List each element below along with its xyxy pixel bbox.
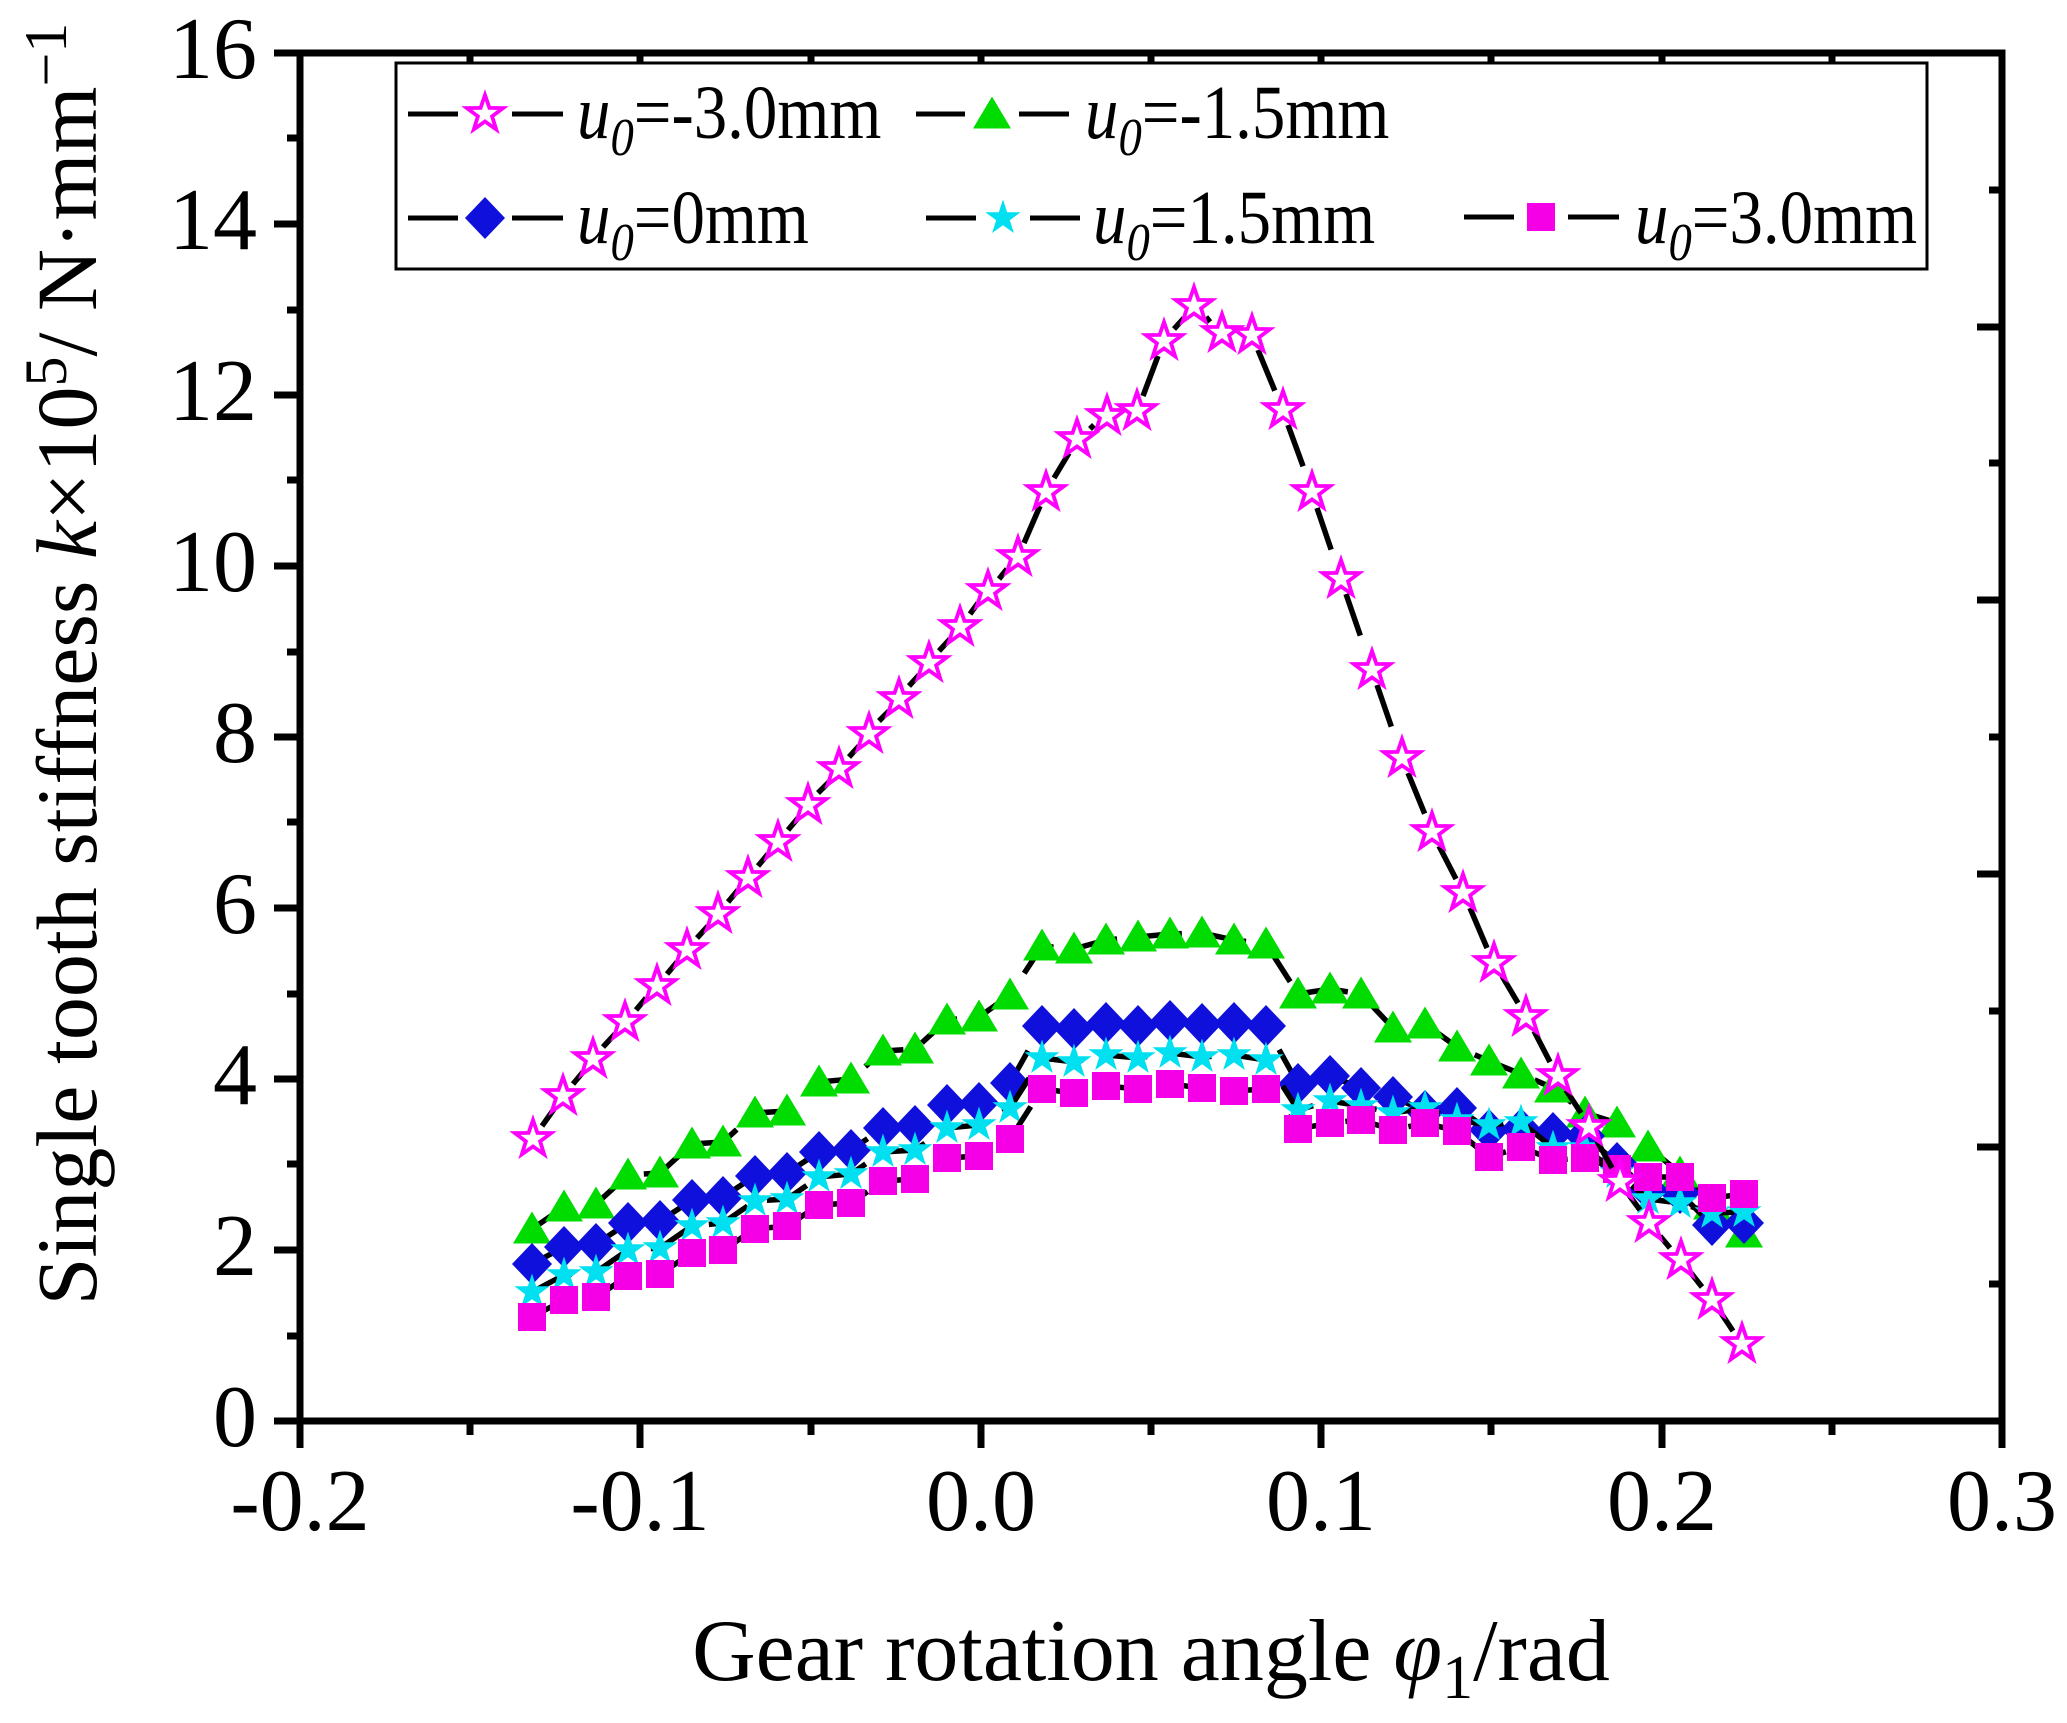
svg-text:-0.1: -0.1 xyxy=(570,1453,709,1550)
svg-text:0.1: 0.1 xyxy=(1266,1453,1376,1550)
svg-text:4: 4 xyxy=(213,1027,257,1124)
svg-text:u0=-1.5mm: u0=-1.5mm xyxy=(1085,71,1389,167)
svg-text:u0=3.0mm: u0=3.0mm xyxy=(1635,176,1917,272)
svg-text:Single tooth stiffness k×105/: Single tooth stiffness k×105/ N·mm−1 xyxy=(13,23,115,1306)
svg-text:Gear rotation angle φ1/rad: Gear rotation angle φ1/rad xyxy=(692,1603,1610,1712)
svg-text:u0=0mm: u0=0mm xyxy=(577,176,809,272)
svg-text:0.2: 0.2 xyxy=(1607,1453,1717,1550)
svg-text:-0.2: -0.2 xyxy=(230,1453,369,1550)
svg-text:0.3: 0.3 xyxy=(1947,1453,2057,1550)
svg-text:0.0: 0.0 xyxy=(926,1453,1036,1550)
svg-text:14: 14 xyxy=(169,172,257,269)
svg-text:8: 8 xyxy=(213,685,257,782)
svg-text:16: 16 xyxy=(169,1,257,98)
svg-text:2: 2 xyxy=(213,1198,257,1295)
svg-text:6: 6 xyxy=(213,856,257,953)
svg-text:u0=-3.0mm: u0=-3.0mm xyxy=(577,71,881,167)
svg-text:u0=1.5mm: u0=1.5mm xyxy=(1093,176,1375,272)
svg-text:0: 0 xyxy=(213,1369,257,1466)
svg-text:10: 10 xyxy=(169,514,257,611)
svg-text:12: 12 xyxy=(169,343,257,440)
